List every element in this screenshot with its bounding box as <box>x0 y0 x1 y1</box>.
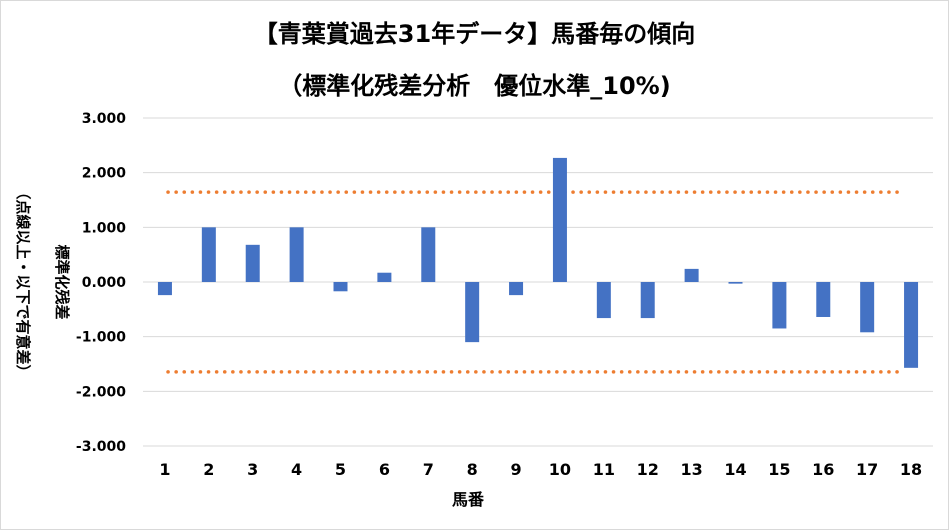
x-tick-label: 14 <box>724 460 746 479</box>
bar-13 <box>684 268 699 282</box>
bar-5 <box>333 282 348 292</box>
y-tick-labels: 3.000 2.000 1.000 0.000 -1.000 -2.000 -3.000 <box>76 111 126 455</box>
y-tick-label: -1.000 <box>76 330 126 346</box>
bar-6 <box>377 272 392 282</box>
x-tick-label: 4 <box>291 460 302 479</box>
x-tick-label: 1 <box>159 460 170 479</box>
bar-3 <box>245 244 260 282</box>
bar-18 <box>904 282 919 368</box>
bar-9 <box>509 282 524 296</box>
bar-2 <box>201 227 216 282</box>
x-axis-label: 馬番 <box>452 490 485 509</box>
x-tick-label: 15 <box>768 460 790 479</box>
y-tick-label: -2.000 <box>76 384 126 400</box>
chart-subtitle: （標準化残差分析 優位水準_10%) <box>278 72 671 100</box>
x-tick-label: 7 <box>423 460 434 479</box>
x-tick-label: 11 <box>593 460 615 479</box>
threshold-lines <box>166 190 902 374</box>
bar-16 <box>816 282 831 317</box>
bar-11 <box>596 282 611 319</box>
chart-title: 【青葉賞過去31年データ】馬番毎の傾向 <box>253 20 696 48</box>
x-tick-label: 13 <box>680 460 702 479</box>
y-tick-label: 2.000 <box>82 166 127 182</box>
x-tick-label: 9 <box>510 460 521 479</box>
grid-lines <box>143 117 933 447</box>
bar-10 <box>552 157 567 282</box>
x-tick-label: 17 <box>856 460 878 479</box>
x-tick-label: 12 <box>637 460 659 479</box>
x-tick-label: 18 <box>900 460 922 479</box>
bar-17 <box>860 282 875 333</box>
x-tick-label: 8 <box>467 460 478 479</box>
x-tick-labels: 1 2 3 4 5 6 7 8 9 10 11 12 13 14 15 16 17 18 <box>159 460 922 479</box>
y-axis-label: 標準化残差 <box>53 244 71 319</box>
x-tick-label: 16 <box>812 460 834 479</box>
bar-14 <box>728 282 743 284</box>
y-tick-label: 0.000 <box>82 275 127 291</box>
bar-15 <box>772 282 787 329</box>
bar-12 <box>640 282 655 319</box>
bar-7 <box>421 227 436 282</box>
x-tick-label: 6 <box>379 460 390 479</box>
x-tick-label: 2 <box>203 460 214 479</box>
y-tick-label: -3.000 <box>76 439 126 455</box>
bar-4 <box>289 227 304 282</box>
bars <box>157 157 919 368</box>
x-tick-label: 5 <box>335 460 346 479</box>
bar-8 <box>465 282 480 343</box>
y-tick-label: 1.000 <box>82 220 127 236</box>
y-tick-label: 3.000 <box>82 111 127 127</box>
x-tick-label: 3 <box>247 460 258 479</box>
bar-1 <box>157 282 172 296</box>
x-tick-label: 10 <box>549 460 571 479</box>
y-axis-label-note: （点線以上・以下で有意差） <box>14 184 32 379</box>
